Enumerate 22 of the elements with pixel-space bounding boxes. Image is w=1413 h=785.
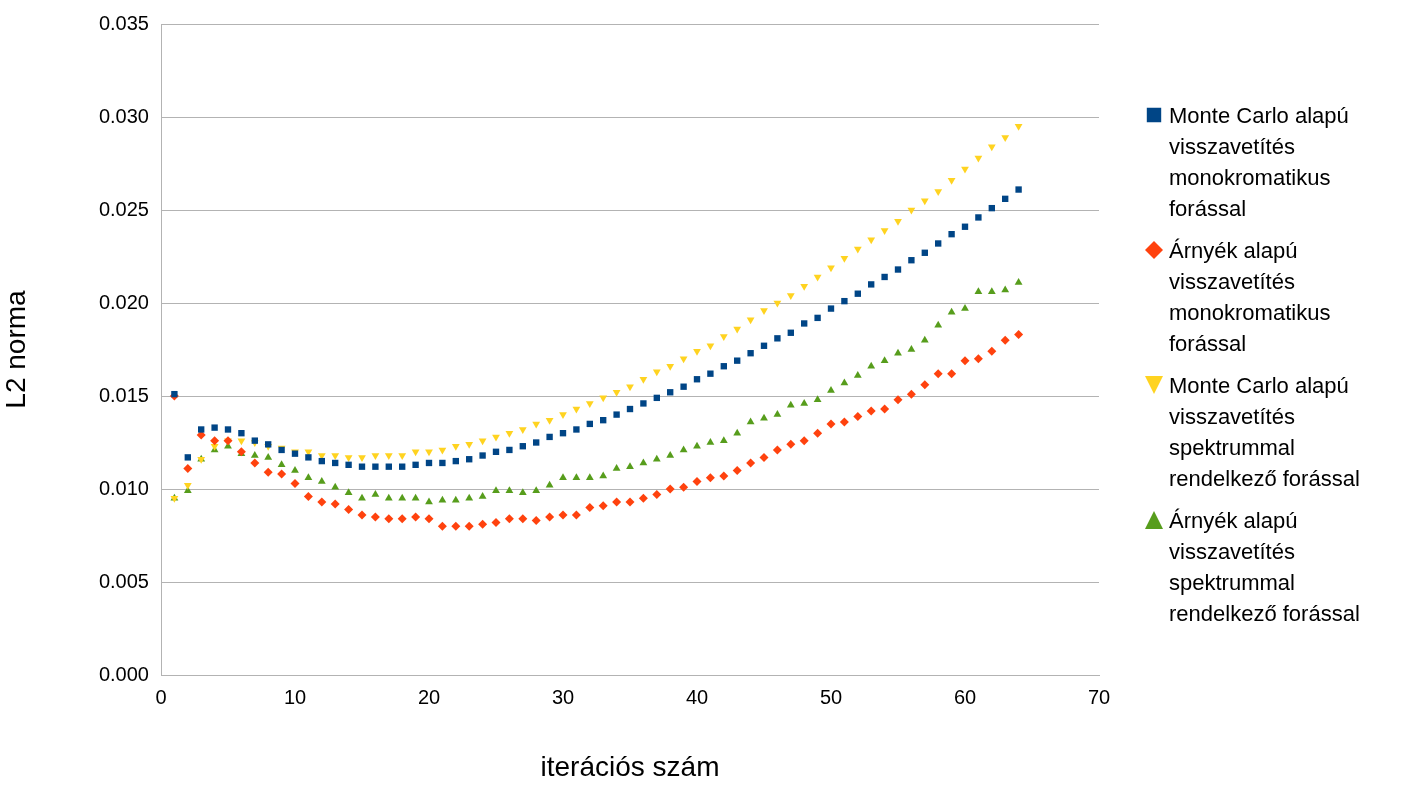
y-tick-label: 0.035 bbox=[98, 11, 149, 34]
y-axis-title: L2 norma bbox=[0, 289, 31, 409]
legend-label: Monte Carlo alapú visszavetítés spektrummal rendelkező forással bbox=[1169, 372, 1361, 493]
x-tick-label: 50 bbox=[819, 685, 843, 708]
x-tick-label: 30 bbox=[551, 685, 575, 708]
legend-label: Árnyék alapú visszavetítés spektrummal rendelkező forással bbox=[1169, 507, 1361, 628]
y-tick-label: 0.010 bbox=[98, 476, 149, 499]
x-tick-label: 20 bbox=[417, 685, 441, 708]
x-tick-label: 60 bbox=[953, 685, 977, 708]
x-tick-label: 10 bbox=[283, 685, 307, 708]
y-tick-label: 0.030 bbox=[98, 104, 149, 127]
y-tick-label: 0.020 bbox=[98, 290, 149, 313]
x-tick-label: 40 bbox=[685, 685, 709, 708]
y-tick-label: 0.025 bbox=[98, 197, 149, 220]
x-tick-label: 70 bbox=[1087, 685, 1111, 708]
x-tick-label: 0 bbox=[155, 685, 167, 708]
x-axis-title: iterációs szám bbox=[540, 750, 720, 782]
y-tick-label: 0.015 bbox=[98, 383, 149, 406]
y-tick-label: 0.005 bbox=[98, 569, 149, 592]
legend-label: Monte Carlo alapú visszavetítés monokromatikus forással bbox=[1169, 102, 1350, 223]
y-tick-label: 0.000 bbox=[98, 662, 149, 685]
legend-label: Árnyék alapú visszavetítés monokromatikus forással bbox=[1169, 237, 1332, 358]
